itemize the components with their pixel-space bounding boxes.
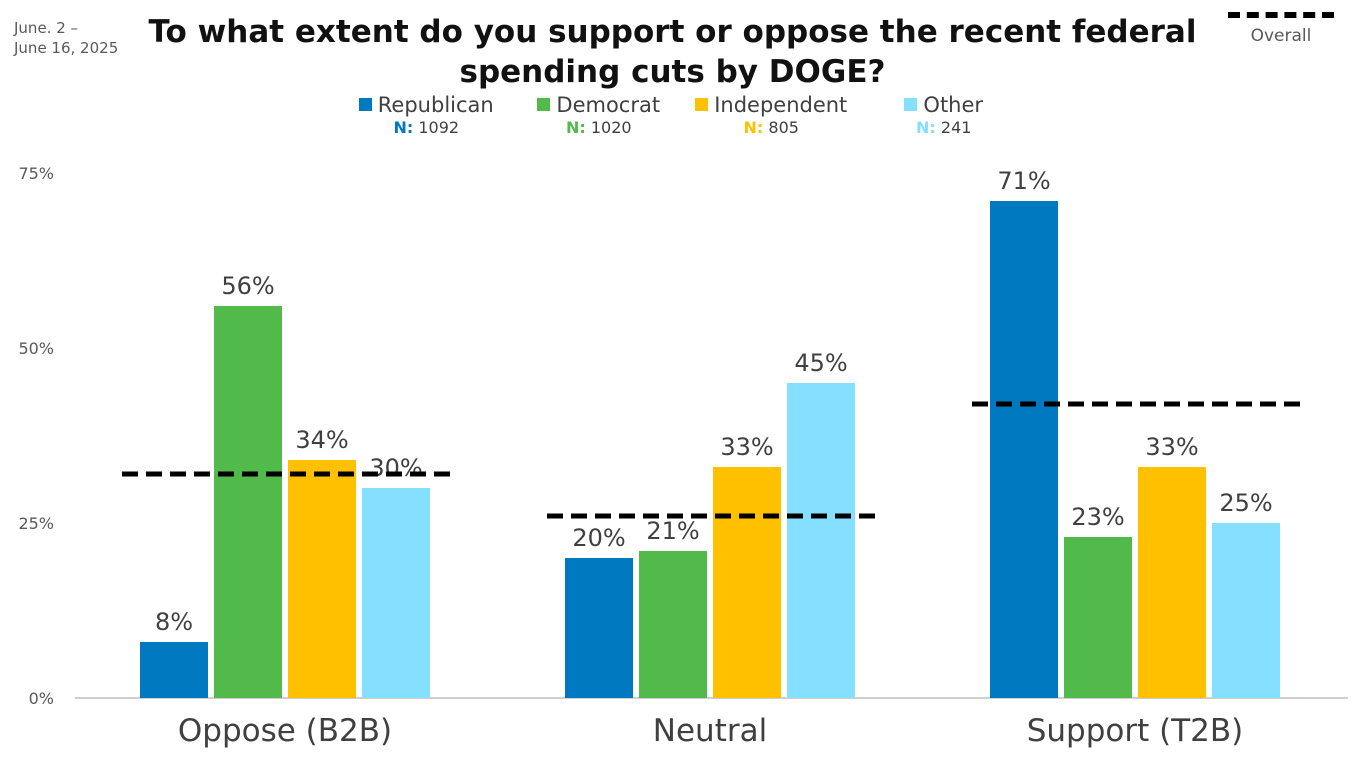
legend-swatch-democrat (537, 98, 551, 111)
y-tick-label-50: 50% (18, 339, 54, 358)
y-tick-label-75: 75% (18, 164, 54, 183)
legend-n-key-republican: N: (393, 118, 414, 137)
bar-support-t2b-independent (1138, 467, 1206, 698)
legend-swatch-independent (695, 98, 709, 111)
overall-legend-label: Overall (1250, 26, 1312, 46)
bar-neutral-other (787, 383, 855, 698)
data-label-oppose-b2b-republican: 8% (155, 608, 193, 636)
legend-item-independent: Independent N: 805 (685, 93, 858, 139)
chart-title: To what extent do you support or oppose … (148, 14, 1197, 90)
bar-neutral-independent (713, 467, 781, 698)
data-label-support-t2b-other: 25% (1219, 489, 1272, 517)
date-range: June. 2 – June 16, 2025 (14, 18, 118, 58)
y-tick-label-0: 0% (29, 689, 54, 708)
legend-n-key-other: N: (916, 118, 936, 137)
legend-label-republican: Republican (377, 93, 494, 117)
bar-support-t2b-other (1212, 523, 1280, 698)
legend-label-democrat: Democrat (556, 93, 661, 117)
legend-label-other: Other (923, 93, 984, 117)
data-label-oppose-b2b-other: 30% (369, 454, 422, 482)
data-label-oppose-b2b-democrat: 56% (221, 272, 274, 300)
data-label-support-t2b-republican: 71% (997, 167, 1050, 195)
data-label-neutral-democrat: 21% (646, 517, 699, 545)
bar-oppose-b2b-republican (140, 642, 208, 698)
bar-neutral-democrat (639, 551, 707, 698)
legend-n-key-independent: N: (743, 118, 764, 137)
data-label-neutral-independent: 33% (720, 433, 773, 461)
legend-swatch-republican (358, 98, 372, 111)
legend-n-value-independent: 805 (768, 118, 799, 137)
x-category-label-neutral: Neutral (653, 713, 767, 749)
bar-neutral-republican (565, 558, 633, 698)
series-legend: Republican N: 1092 Democrat N: 1020 Inde… (340, 93, 1030, 139)
bar-oppose-b2b-democrat (214, 306, 282, 698)
data-label-neutral-other: 45% (794, 349, 847, 377)
legend-n-key-democrat: N: (565, 118, 586, 137)
data-label-neutral-republican: 20% (572, 524, 625, 552)
legend-n-value-other: 241 (940, 118, 972, 137)
overall-dash-swatch (1228, 12, 1334, 18)
data-label-support-t2b-independent: 33% (1145, 433, 1198, 461)
legend-item-other: Other N: 241 (858, 93, 1031, 139)
x-category-label-oppose-b2b: Oppose (B2B) (178, 713, 392, 749)
legend-n-value-democrat: 1020 (590, 118, 632, 137)
legend-label-independent: Independent (714, 93, 848, 117)
data-label-oppose-b2b-independent: 34% (295, 426, 348, 454)
legend-item-democrat: Democrat N: 1020 (513, 93, 686, 139)
x-category-label-support-t2b: Support (T2B) (1027, 713, 1244, 749)
date-range-line-1: June. 2 – (14, 19, 79, 37)
legend-n-value-republican: 1092 (418, 118, 460, 137)
data-label-support-t2b-democrat: 23% (1071, 503, 1124, 531)
bar-oppose-b2b-independent (288, 460, 356, 698)
bar-support-t2b-democrat (1064, 537, 1132, 698)
y-tick-label-25: 25% (18, 514, 54, 533)
bar-oppose-b2b-other (362, 488, 430, 698)
overall-legend: Overall (1228, 12, 1334, 46)
legend-swatch-other (904, 98, 918, 111)
date-range-line-2: June 16, 2025 (14, 39, 119, 57)
legend-item-republican: Republican N: 1092 (340, 93, 513, 139)
bar-support-t2b-republican (990, 201, 1058, 698)
